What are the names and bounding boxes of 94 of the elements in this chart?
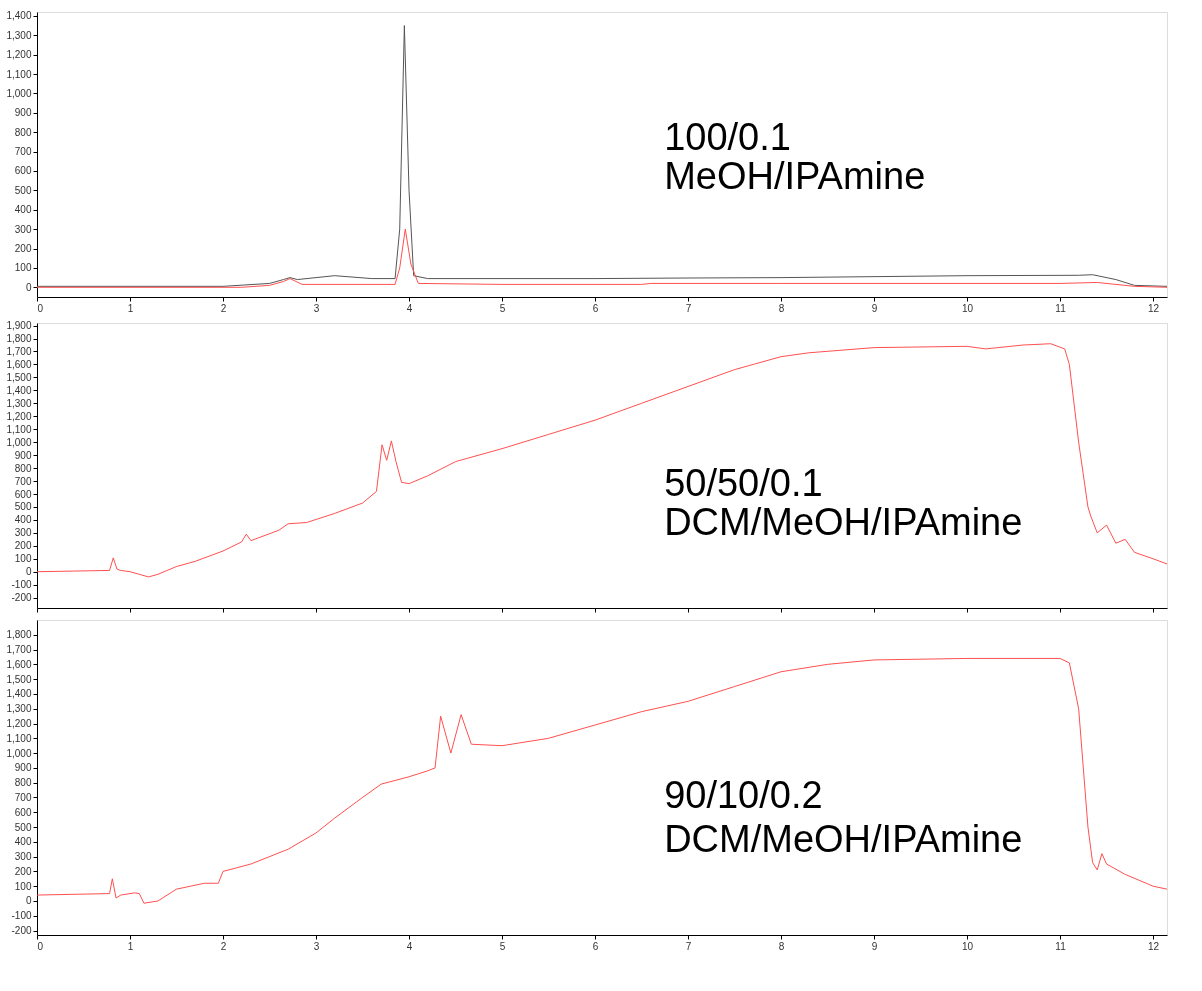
y-tick-label: 600 — [14, 806, 32, 818]
y-tick-label: 500 — [14, 501, 32, 513]
y-tick-label: 1,800 — [6, 333, 32, 345]
x-tick-label: 10 — [961, 302, 974, 314]
x-tick-label: 2 — [220, 940, 227, 952]
y-tick-label: 400 — [14, 514, 32, 526]
y-tick-label: 1,300 — [6, 703, 32, 715]
y-tick-label: 1,700 — [6, 644, 32, 656]
y-tick-label: 1,200 — [6, 49, 32, 61]
y-tick-label: 1,300 — [6, 397, 32, 409]
y-tick-label: 100 — [14, 262, 32, 274]
y-tick-label: 1,800 — [6, 629, 32, 641]
y-tick-label: 300 — [14, 223, 32, 235]
x-tick-label: 11 — [1055, 940, 1067, 952]
y-tick-label: 200 — [14, 540, 32, 552]
y-tick-label: 1,200 — [6, 410, 32, 422]
annotation: DCM/MeOH/IPAmine — [664, 501, 1023, 544]
y-tick-label: 800 — [14, 777, 32, 789]
y-tick-label: 1,400 — [6, 384, 32, 396]
y-tick-label: 800 — [14, 126, 32, 138]
y-tick-label: 1,700 — [6, 346, 32, 357]
x-tick-label: 7 — [685, 940, 692, 952]
y-tick-label: -100 — [11, 579, 32, 591]
x-tick-label: 4 — [406, 940, 413, 952]
y-tick-label: 1,500 — [6, 371, 32, 383]
x-tick-label: 3 — [313, 302, 320, 314]
x-tick-label: 3 — [313, 940, 320, 952]
x-tick-label: 12 — [1147, 302, 1160, 314]
y-tick-label: 1,100 — [6, 732, 32, 744]
y-tick-label: 0 — [25, 281, 32, 293]
x-tick-label: 4 — [406, 302, 413, 314]
y-tick-label: 100 — [14, 553, 32, 565]
y-tick-label: 1,000 — [6, 87, 32, 99]
y-tick-label: 1,400 — [6, 688, 32, 700]
x-tick-label: 10 — [961, 940, 974, 952]
y-tick-label: 400 — [14, 836, 32, 848]
y-tick-label: 1,600 — [6, 358, 32, 370]
y-tick-label: 300 — [14, 527, 32, 539]
y-tick-label: 700 — [14, 475, 32, 487]
y-tick-label: 1,300 — [6, 29, 32, 41]
x-tick-label: 6 — [592, 302, 599, 314]
y-tick-label: -200 — [11, 925, 32, 937]
x-tick-label: 1 — [127, 302, 134, 314]
y-tick-label: 1,000 — [6, 747, 32, 759]
x-tick-label: 9 — [871, 302, 878, 314]
y-tick-label: 600 — [14, 488, 32, 500]
x-tick-label: 2 — [220, 302, 227, 314]
x-tick-label: 5 — [499, 302, 506, 314]
y-tick-label: -100 — [11, 910, 32, 922]
x-tick-label: 0 — [37, 302, 44, 314]
annotation: DCM/MeOH/IPAmine — [664, 817, 1023, 860]
x-tick-label: 8 — [778, 940, 785, 952]
line-series — [37, 228, 1167, 288]
y-tick-label: -200 — [11, 592, 32, 604]
y-tick-label: 200 — [14, 243, 32, 255]
y-tick-label: 500 — [14, 821, 32, 833]
annotation: MeOH/IPAmine — [664, 155, 926, 198]
x-tick-label: 0 — [37, 940, 44, 952]
y-tick-label: 600 — [14, 165, 32, 177]
y-tick-label: 1,600 — [6, 658, 32, 670]
y-tick-label: 1,100 — [6, 423, 32, 435]
y-tick-label: 300 — [14, 851, 32, 863]
y-tick-label: 1,900 — [6, 320, 32, 332]
line-series — [37, 25, 1167, 287]
y-tick-label: 0 — [25, 566, 32, 578]
x-tick-label: 5 — [499, 940, 506, 952]
y-tick-label: 100 — [14, 880, 32, 892]
x-tick-label: 1 — [127, 940, 134, 952]
line-series — [37, 657, 1167, 904]
y-tick-label: 1,200 — [6, 718, 32, 730]
x-tick-label: 8 — [778, 302, 785, 314]
y-tick-label: 900 — [14, 107, 32, 119]
y-tick-label: 900 — [14, 762, 32, 774]
y-tick-label: 500 — [14, 184, 32, 196]
y-tick-label: 700 — [14, 791, 32, 803]
y-tick-label: 800 — [14, 462, 32, 474]
y-tick-label: 1,400 — [6, 10, 32, 22]
y-tick-label: 0 — [25, 895, 32, 907]
x-tick-label: 6 — [592, 940, 599, 952]
y-tick-label: 200 — [14, 865, 32, 877]
y-tick-label: 700 — [14, 146, 32, 158]
y-tick-label: 400 — [14, 204, 32, 216]
annotation: 90/10/0.2 — [664, 773, 823, 816]
annotation: 50/50/0.1 — [664, 461, 823, 504]
x-tick-label: 9 — [871, 940, 878, 952]
y-tick-label: 1,100 — [6, 68, 32, 80]
x-tick-label: 11 — [1055, 302, 1067, 314]
y-tick-label: 900 — [14, 449, 32, 461]
line-series — [37, 343, 1167, 578]
y-tick-label: 1,500 — [6, 673, 32, 685]
annotation: 100/0.1 — [664, 115, 791, 158]
x-tick-label: 7 — [685, 302, 692, 314]
x-tick-label: 12 — [1147, 940, 1160, 952]
y-tick-label: 1,000 — [6, 436, 32, 448]
